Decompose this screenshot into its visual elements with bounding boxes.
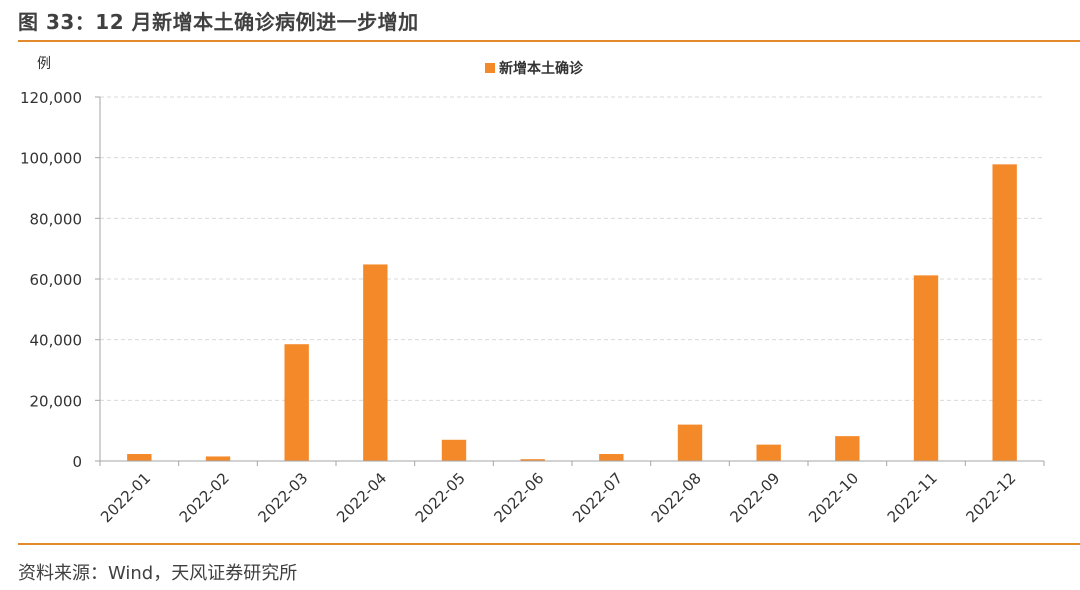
bar-2022-06 bbox=[520, 459, 545, 461]
x-tick-label: 2022-01 bbox=[97, 469, 154, 526]
bar-2022-09 bbox=[756, 444, 781, 461]
y-tick-label: 100,000 bbox=[20, 150, 82, 168]
y-tick-label: 40,000 bbox=[30, 332, 83, 350]
legend-label: 新增本土确诊 bbox=[499, 60, 584, 77]
bar-2022-04 bbox=[363, 264, 388, 461]
x-tick-label: 2022-03 bbox=[254, 469, 311, 526]
legend: 新增本土确诊 bbox=[485, 60, 584, 77]
bar-2022-03 bbox=[284, 344, 309, 461]
x-tick-label: 2022-05 bbox=[412, 469, 469, 526]
bar-2022-11 bbox=[913, 275, 939, 461]
figure-title: 图 33：12 月新增本土确诊病例进一步增加 bbox=[18, 10, 419, 34]
x-tick-label: 2022-10 bbox=[805, 469, 862, 526]
x-tick-label: 2022-07 bbox=[569, 469, 626, 526]
bars bbox=[127, 164, 1017, 461]
bar-2022-07 bbox=[599, 454, 624, 461]
y-tick-label: 20,000 bbox=[30, 392, 83, 410]
x-tick-label: 2022-11 bbox=[884, 469, 941, 526]
footer-divider bbox=[18, 543, 1080, 545]
bar-chart: 0 20,000 40,000 60,000 80,000 100,000 120,000 2… bbox=[20, 56, 1045, 526]
x-tick-label: 2022-09 bbox=[726, 469, 783, 526]
y-tick-label: 80,000 bbox=[30, 210, 83, 228]
gridlines bbox=[100, 96, 1044, 401]
x-tick-label: 2022-04 bbox=[333, 469, 390, 526]
bar-2022-01 bbox=[127, 454, 152, 461]
source-note: 资料来源：Wind，天风证券研究所 bbox=[18, 563, 298, 584]
bar-2022-05 bbox=[441, 439, 467, 461]
y-tick-label: 60,000 bbox=[30, 271, 83, 289]
legend-swatch bbox=[485, 63, 495, 73]
x-tick-label: 2022-02 bbox=[176, 469, 233, 526]
bar-2022-12 bbox=[992, 164, 1017, 461]
bar-2022-08 bbox=[677, 424, 703, 461]
x-tick-label: 2022-08 bbox=[648, 469, 705, 526]
y-tick-label: 0 bbox=[72, 453, 82, 471]
x-tick-label: 2022-12 bbox=[962, 469, 1019, 526]
bar-2022-02 bbox=[205, 456, 231, 461]
y-axis-unit-label: 例 bbox=[37, 56, 51, 72]
axes: 0 20,000 40,000 60,000 80,000 100,000 120,000 2… bbox=[20, 89, 1045, 526]
y-tick-label: 120,000 bbox=[20, 89, 82, 107]
x-tick-label: 2022-06 bbox=[490, 469, 547, 526]
title-divider bbox=[18, 40, 1080, 42]
bar-2022-10 bbox=[835, 436, 860, 461]
